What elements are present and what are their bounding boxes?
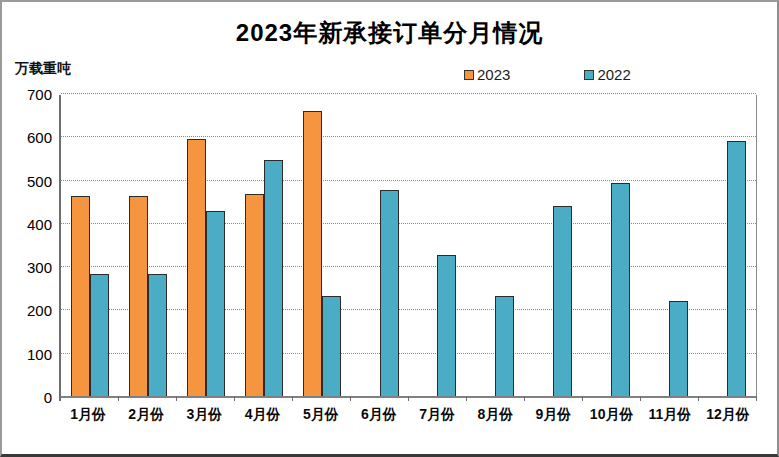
bar-2022-9月份 [553,206,572,396]
bar-2023-2月份 [129,196,148,396]
y-tick-label-100: 100 [8,346,52,363]
legend: 2023 2022 [464,66,631,83]
x-axis-tick [235,396,293,401]
x-axis-tick [583,396,641,401]
x-axis-tick [525,396,583,401]
y-tick-label-600: 600 [8,129,52,146]
bar-slot [669,301,688,396]
category-group-5月份 [293,95,351,396]
chart-frame: 2023年新承接订单分月情况 万载重吨 2023 2022 0 100 200 300… [0,0,779,457]
x-axis-label-9月份: 9月份 [524,406,582,424]
bar-2022-3月份 [206,211,225,396]
bar-2023-1月份 [71,196,90,396]
legend-entry-2023: 2023 [464,66,510,83]
legend-swatch-2022 [584,70,594,80]
bar-2023-5月份 [303,111,322,396]
bar-2022-4月份 [264,160,283,396]
bar-2023-4月份 [245,194,264,396]
x-axis-label-11月份: 11月份 [641,406,699,424]
bar-2022-6月份 [380,190,399,396]
bar-2022-10月份 [611,183,630,396]
bar-slot [380,190,399,396]
legend-swatch-2023 [464,70,474,80]
bar-slot [245,194,264,396]
bar-slot [129,196,148,396]
x-axis-tick [119,396,177,401]
bar-slot [437,255,456,396]
x-axis-label-2月份: 2月份 [117,406,175,424]
y-tick-label-400: 400 [8,216,52,233]
y-axis-unit-label: 万载重吨 [15,60,71,78]
legend-label-2022: 2022 [597,66,630,83]
x-axis-label-7月份: 7月份 [408,406,466,424]
x-axis-tick [409,396,467,401]
y-axis-tick-labels: 0100200300400500600700 [8,95,52,398]
y-tick-label-300: 300 [8,259,52,276]
y-tick-label-500: 500 [8,173,52,190]
category-group-12月份 [698,95,756,396]
bar-2023-3月份 [187,139,206,396]
y-tick-label-0: 0 [8,389,52,406]
bar-slot [206,211,225,396]
category-group-9月份 [524,95,582,396]
category-group-8月份 [466,95,524,396]
bar-slot [611,183,630,396]
category-group-3月份 [177,95,235,396]
bar-slot [553,206,572,396]
x-axis-label-8月份: 8月份 [466,406,524,424]
gridline-700 [61,93,756,94]
bar-slot [148,274,167,396]
category-group-6月份 [351,95,409,396]
bar-slot [187,139,206,396]
x-axis-label-6月份: 6月份 [350,406,408,424]
bar-2022-5月份 [322,296,341,396]
bar-slot [71,196,90,396]
x-axis-tick [61,396,119,401]
chart-title: 2023年新承接订单分月情况 [2,17,777,49]
bar-2022-2月份 [148,274,167,396]
x-axis-tick [351,396,409,401]
category-group-11月份 [640,95,698,396]
x-axis-tick [293,396,351,401]
x-axis-tick [641,396,699,401]
bar-slot [322,296,341,396]
y-tick-label-200: 200 [8,302,52,319]
bar-2022-7月份 [437,255,456,396]
category-group-10月份 [582,95,640,396]
bar-slot [90,274,109,396]
bar-groups [61,95,756,396]
x-axis-label-3月份: 3月份 [175,406,233,424]
x-axis-ticks [59,396,757,401]
legend-entry-2022: 2022 [584,66,630,83]
bar-slot [303,111,322,396]
x-axis-label-4月份: 4月份 [234,406,292,424]
bar-2022-1月份 [90,274,109,396]
category-group-7月份 [409,95,467,396]
x-axis-label-1月份: 1月份 [59,406,117,424]
legend-label-2023: 2023 [477,66,510,83]
category-group-1月份 [61,95,119,396]
y-tick-label-700: 700 [8,86,52,103]
x-axis-tick [177,396,235,401]
bar-slot [495,296,514,396]
x-axis-tick [699,396,757,401]
bar-slot [727,141,746,396]
x-axis-label-12月份: 12月份 [699,406,757,424]
x-axis-labels: 1月份2月份3月份4月份5月份6月份7月份8月份9月份10月份11月份12月份 [59,406,757,424]
x-axis-label-5月份: 5月份 [292,406,350,424]
bar-2022-8月份 [495,296,514,396]
x-axis-label-10月份: 10月份 [583,406,641,424]
x-axis-tick [467,396,525,401]
category-group-4月份 [235,95,293,396]
plot-area [59,95,757,398]
bar-slot [264,160,283,396]
category-group-2月份 [119,95,177,396]
bar-2022-11月份 [669,301,688,396]
bar-2022-12月份 [727,141,746,396]
